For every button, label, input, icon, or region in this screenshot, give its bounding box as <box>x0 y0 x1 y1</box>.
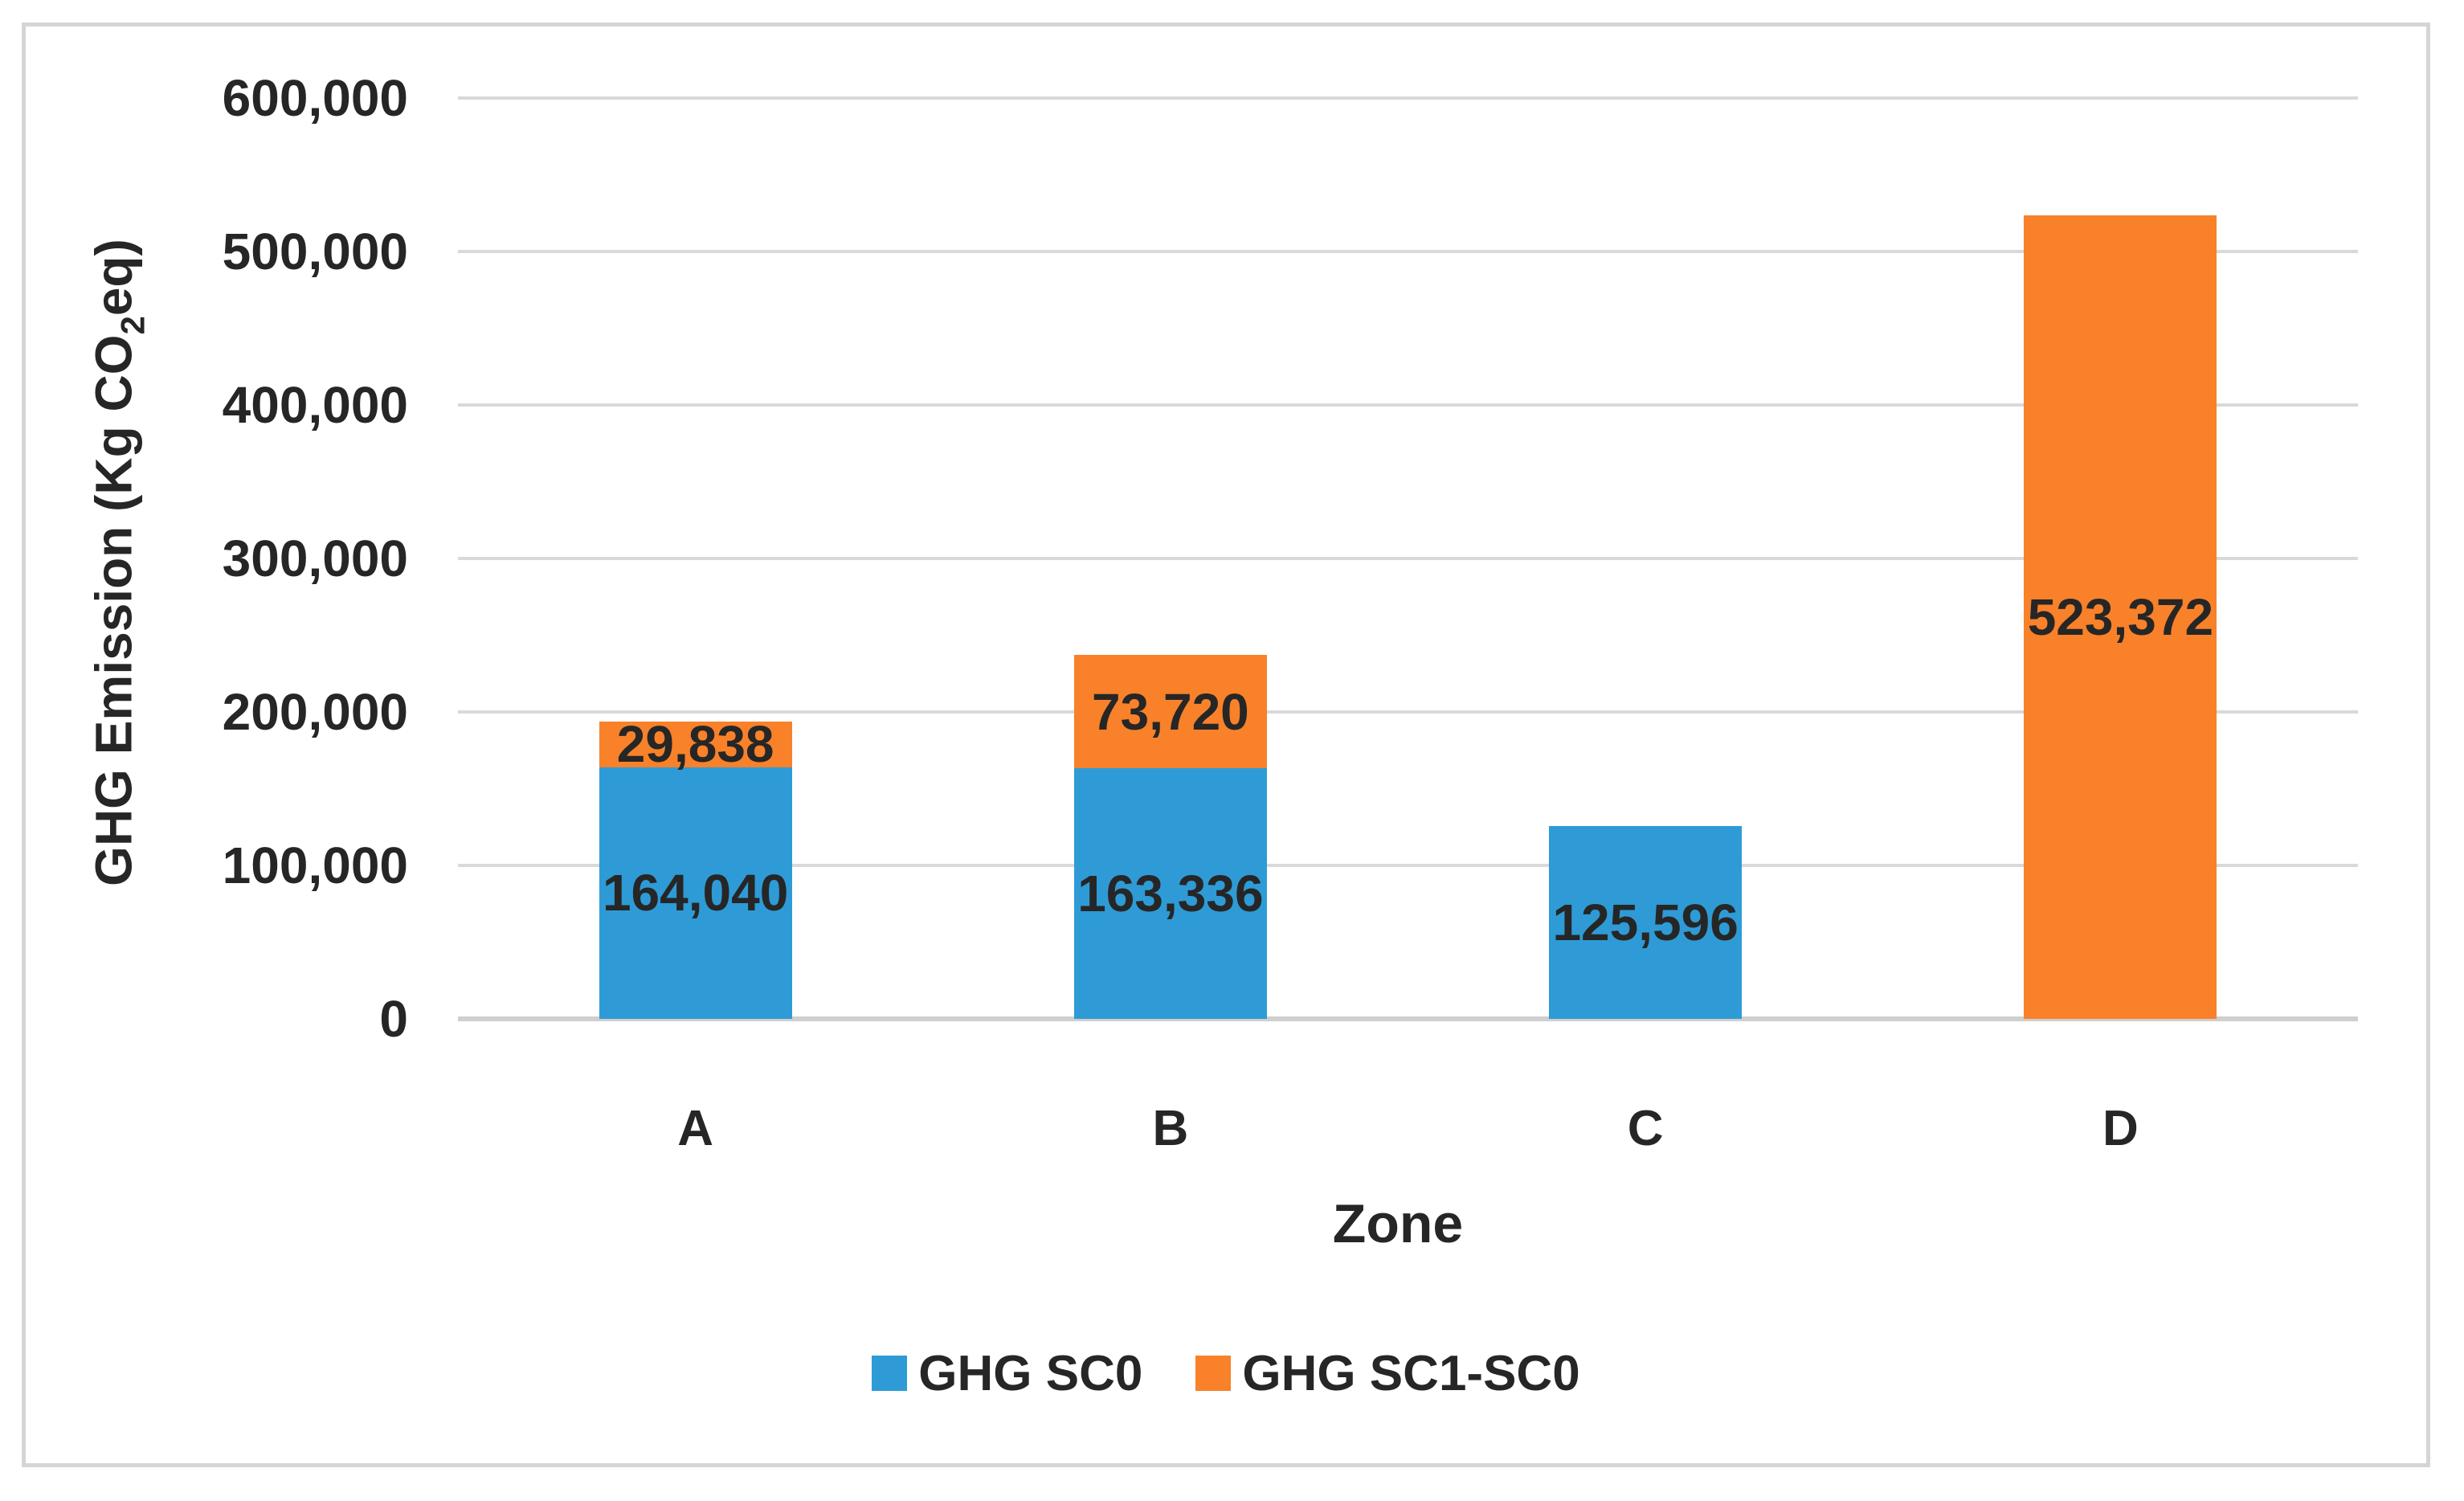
y-tick-label: 600,000 <box>222 69 408 127</box>
bar-data-label: 73,720 <box>1092 682 1249 741</box>
y-tick-label: 100,000 <box>222 836 408 894</box>
bar-segment-ghg-sc0-a <box>599 767 792 1019</box>
legend: GHG SC0 GHG SC1-SC0 <box>22 1339 2430 1407</box>
y-axis-title: GHG Emission (Kg CO2eq) <box>84 239 153 886</box>
x-category-label-b: B <box>1152 1101 1189 1156</box>
bar-segment-ghg-sc1-sc0-d <box>2024 215 2217 1019</box>
bar-data-label: 523,372 <box>2027 588 2214 647</box>
y-tick-label: 400,000 <box>222 376 408 434</box>
legend-swatch-ghg-sc0 <box>872 1356 908 1391</box>
bar-segment-ghg-sc0-c <box>1549 826 1743 1019</box>
gridline <box>458 864 2358 867</box>
y-tick-label: 200,000 <box>222 683 408 741</box>
gridline <box>458 250 2358 253</box>
bar-data-label: 164,040 <box>602 864 789 922</box>
legend-swatch-ghg-sc1-sc0 <box>1195 1356 1232 1391</box>
legend-label-ghg-sc0: GHG SC0 <box>918 1345 1143 1401</box>
gridline <box>458 710 2358 714</box>
bar-data-label: 125,596 <box>1552 894 1739 952</box>
gridline <box>458 403 2358 407</box>
y-axis-title-text-end: eq) <box>84 239 143 317</box>
x-category-label-d: D <box>2102 1101 2139 1156</box>
bar-data-label: 29,838 <box>616 715 774 774</box>
legend-label-ghg-sc1-sc0: GHG SC1-SC0 <box>1242 1345 1580 1401</box>
bar-segment-ghg-sc0-b <box>1073 768 1267 1019</box>
x-axis-line <box>458 1016 2358 1021</box>
y-axis-title-subscript: 2 <box>113 316 152 335</box>
legend-item-ghg-sc1-sc0: GHG SC1-SC0 <box>1195 1345 1580 1402</box>
y-tick-label: 300,000 <box>222 530 408 587</box>
y-tick-label: 500,000 <box>222 223 408 280</box>
gridline <box>458 557 2358 560</box>
legend-item-ghg-sc0: GHG SC0 <box>872 1345 1142 1402</box>
x-category-label-c: C <box>1627 1101 1664 1156</box>
x-category-label-a: A <box>677 1101 714 1156</box>
y-tick-label: 0 <box>379 990 408 1048</box>
y-axis-title-text: GHG Emission (Kg CO <box>84 334 143 886</box>
gridline <box>458 96 2358 100</box>
bar-data-label: 163,336 <box>1077 865 1264 922</box>
bar-segment-ghg-sc1-sc0-b <box>1073 655 1267 769</box>
bar-segment-ghg-sc1-sc0-a <box>599 721 792 767</box>
x-axis-title: Zone <box>1332 1193 1464 1254</box>
